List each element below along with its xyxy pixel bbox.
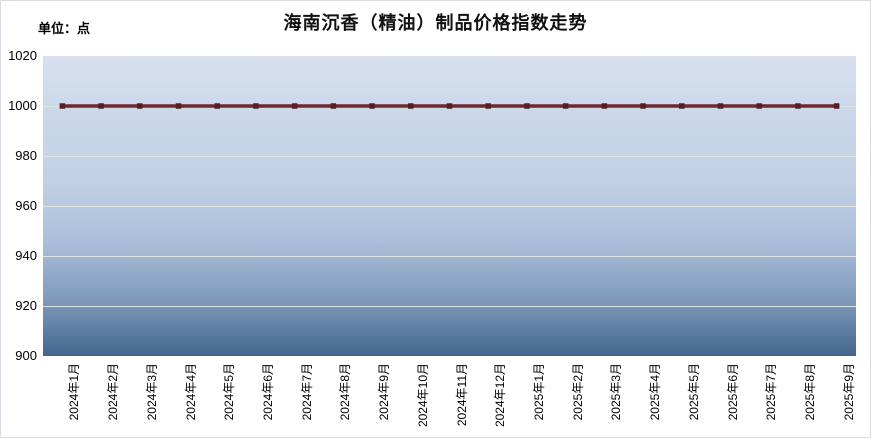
chart-title: 海南沉香（精油）制品价格指数走势	[283, 13, 588, 33]
data-point-marker	[214, 103, 220, 109]
data-point-marker	[562, 103, 569, 109]
y-tick-label: 980	[15, 148, 37, 163]
data-point-marker	[640, 103, 646, 109]
y-tick-label: 940	[15, 248, 37, 263]
data-point-marker	[679, 103, 685, 109]
y-tick-label: 1020	[8, 48, 37, 63]
data-point-marker	[369, 103, 375, 109]
data-point-marker	[446, 103, 453, 109]
data-point-marker	[98, 103, 104, 109]
data-point-marker	[330, 103, 337, 109]
y-tick-label: 900	[15, 348, 37, 363]
data-point-marker	[253, 103, 259, 109]
data-point-marker	[756, 103, 762, 109]
gridline	[43, 156, 856, 157]
unit-label: 单位：点	[38, 21, 91, 36]
data-point-marker	[485, 103, 491, 109]
y-tick-label: 960	[15, 198, 37, 213]
y-tick-label: 920	[15, 298, 37, 313]
data-point-marker	[833, 103, 840, 109]
data-point-marker	[795, 103, 801, 109]
data-point-marker	[717, 103, 724, 109]
data-point-marker	[175, 103, 182, 109]
data-point-marker	[59, 103, 66, 109]
data-point-marker	[291, 103, 298, 109]
data-point-marker	[601, 103, 608, 109]
gridline	[43, 256, 856, 257]
data-point-marker	[524, 103, 530, 109]
y-tick-label: 1000	[8, 98, 37, 113]
data-point-marker	[408, 103, 414, 109]
gridline	[43, 206, 856, 207]
data-point-marker	[137, 103, 143, 109]
gridline	[43, 306, 856, 307]
